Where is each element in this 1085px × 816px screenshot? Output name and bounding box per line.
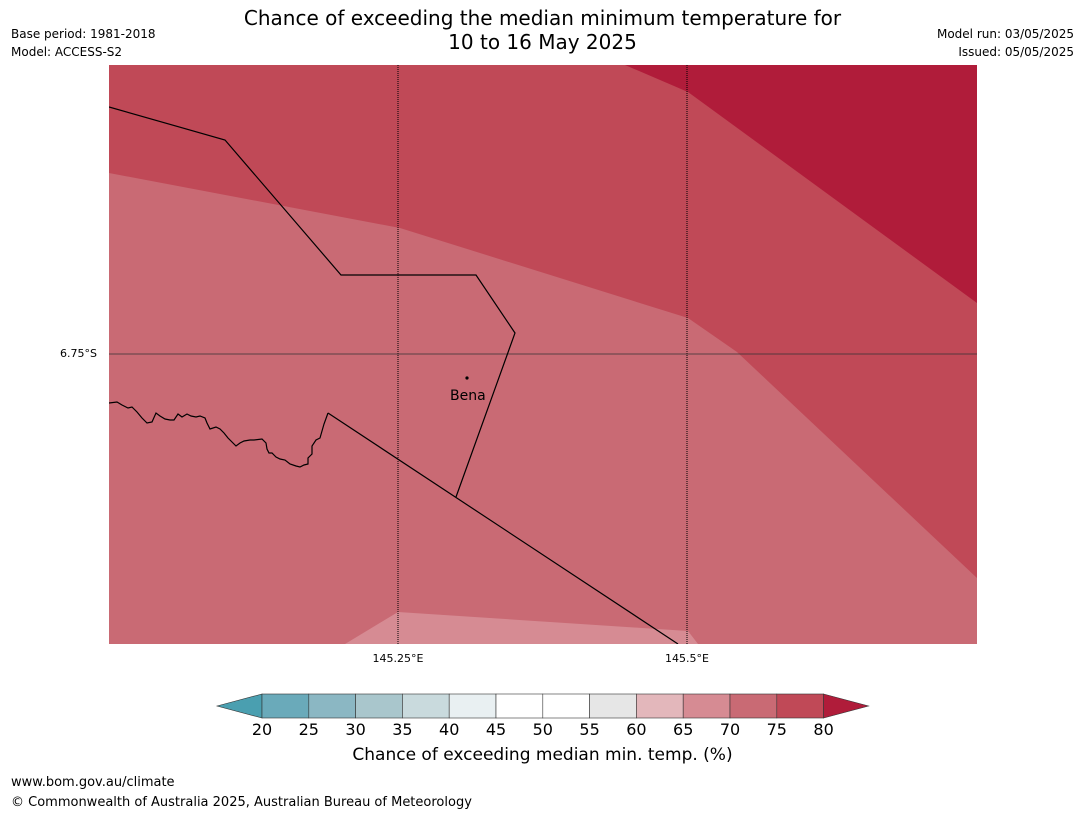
lat-label: 6.75°S [60,347,97,360]
meta-left: Base period: 1981-2018 Model: ACCESS-S2 [11,25,156,61]
model-name: Model: ACCESS-S2 [11,45,123,59]
base-period: Base period: 1981-2018 [11,27,156,41]
colorbar-segment [776,693,824,719]
colorbar-extend-low [215,693,263,719]
colorbar-segment [636,693,684,719]
colorbar-tick-label: 80 [813,720,834,739]
lon-label-145-25: 145.25°E [372,652,424,665]
bena-marker [465,376,469,380]
colorbar-tick-label: 75 [766,720,787,739]
colorbar-tick-label: 20 [251,720,273,739]
footer-url: www.bom.gov.au/climate [11,775,175,790]
place-label-bena: Bena [450,388,486,404]
colorbar-segment [589,693,637,719]
colorbar-extend-high [823,693,870,719]
colorbar-tick-label: 25 [298,720,319,739]
colorbar-tick-label: 45 [485,720,507,739]
colorbar-segment [308,693,356,719]
boundary-line [109,106,516,498]
map-title: Chance of exceeding the median minimum t… [0,6,1085,54]
colorbar-segment [495,693,544,719]
colorbar-segment [448,693,497,719]
footer-copyright: © Commonwealth of Australia 2025, Austra… [11,795,472,810]
zone-75-80 [109,65,977,578]
colorbar-segment [402,693,450,719]
title-line-1: Chance of exceeding the median minimum t… [243,6,842,30]
colorbar-tick-label: 40 [439,720,460,739]
colorbar-segment [729,693,778,719]
colorbar-segment [355,693,403,719]
meta-right: Model run: 03/05/2025 Issued: 05/05/2025 [937,25,1074,61]
coastline [109,401,329,468]
colorbar-tick-label: 70 [719,720,741,739]
colorbar-tick-label: 35 [392,720,413,739]
colorbar-tick-label: 60 [626,720,647,739]
colorbar-segment [682,693,731,719]
zone-80-plus [625,65,977,303]
boundary-line-south [327,412,679,644]
colorbar-tick-label: 65 [673,720,694,739]
colorbar-segment [542,693,590,719]
colorbar-segment [261,693,310,719]
colorbar-tick-label: 30 [345,720,366,739]
colorbar-label: Chance of exceeding median min. temp. (%… [352,745,733,765]
zone-65-70 [345,612,698,644]
colorbar-tick-label: 50 [532,720,553,739]
model-run: Model run: 03/05/2025 [936,27,1074,41]
lon-label-145-5: 145.5°E [665,652,709,665]
issued-date: Issued: 05/05/2025 [958,45,1074,59]
colorbar-tick-label: 55 [579,720,600,739]
title-line-2: 10 to 16 May 2025 [448,30,637,54]
